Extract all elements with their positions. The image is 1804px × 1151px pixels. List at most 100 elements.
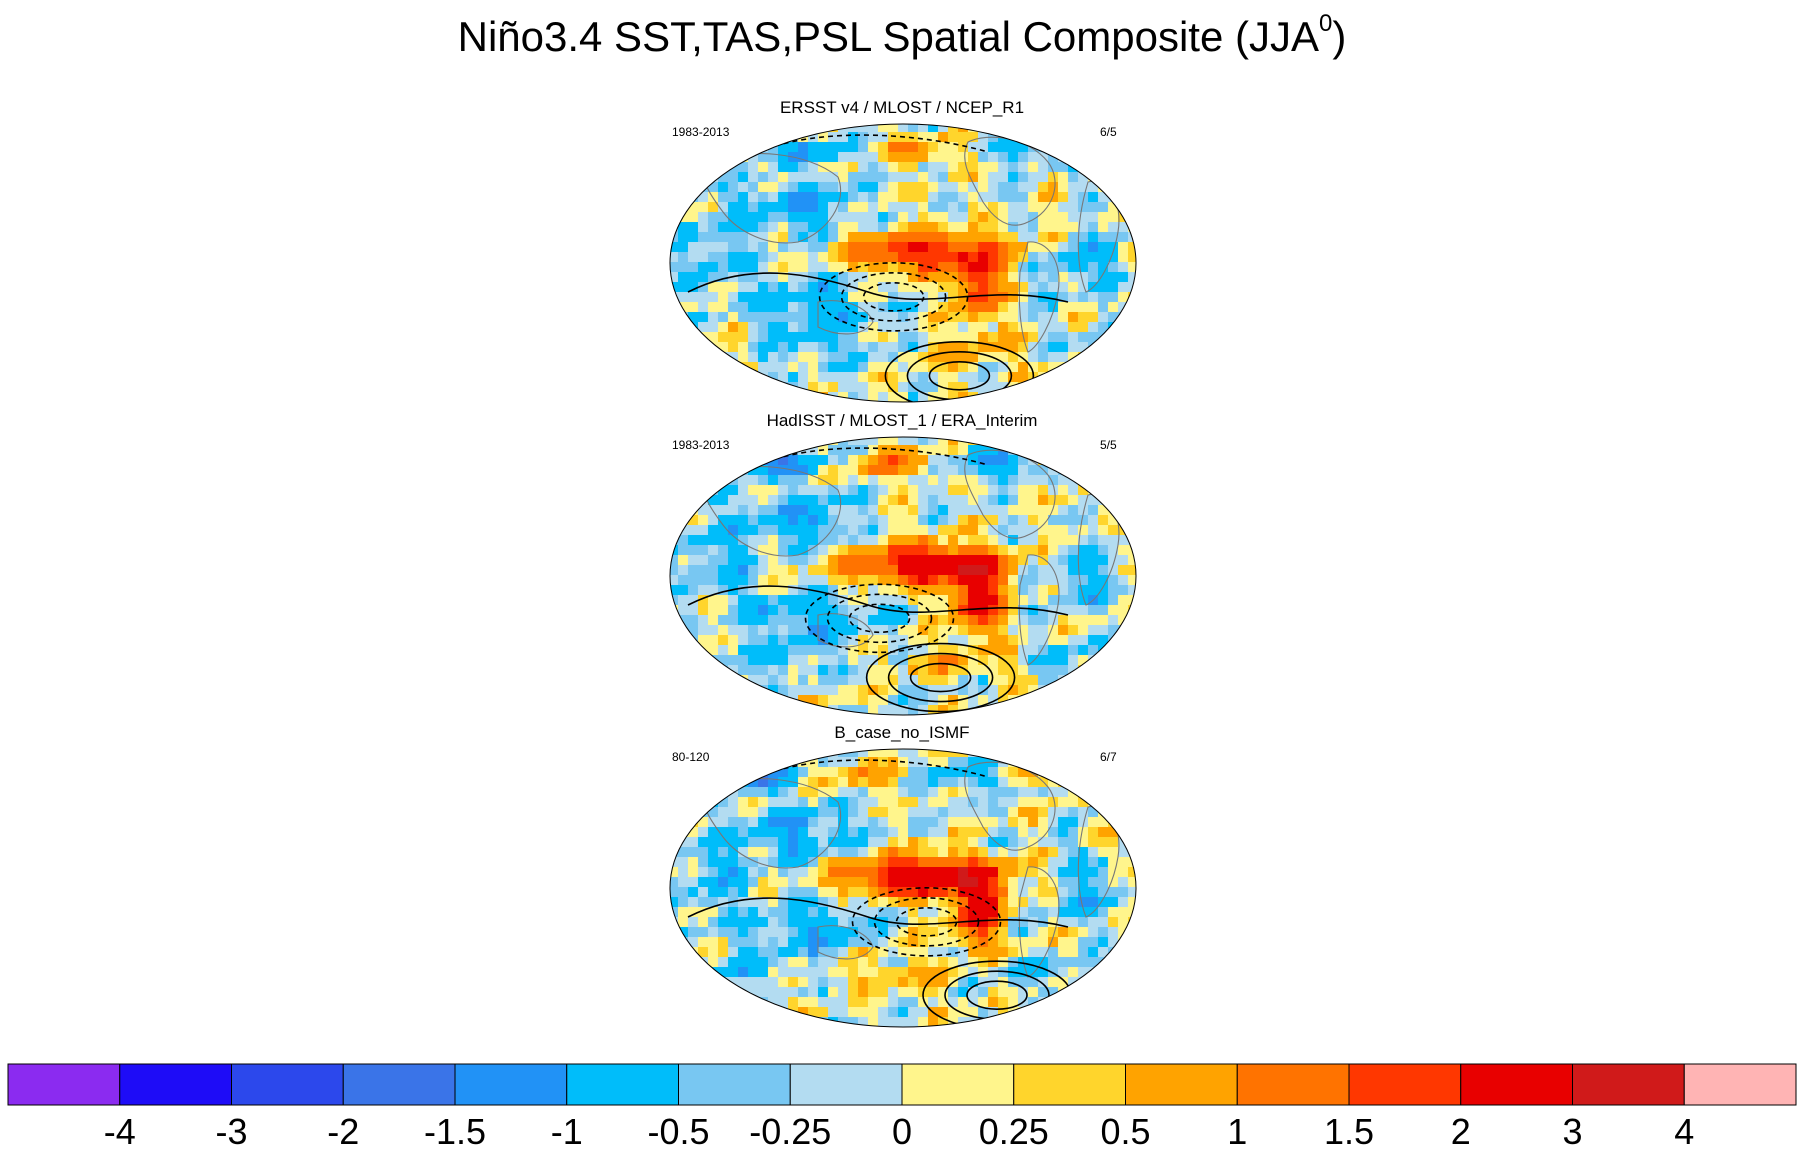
anomaly-cell [978, 917, 989, 928]
anomaly-cell [958, 867, 969, 878]
anomaly-cell [1068, 342, 1079, 353]
anomaly-cell [678, 947, 689, 958]
anomaly-cell [828, 555, 839, 566]
anomaly-cell [678, 342, 689, 353]
anomaly-cell [888, 837, 899, 848]
anomaly-cell [688, 212, 699, 223]
anomaly-cell [1008, 124, 1019, 133]
anomaly-cell [688, 917, 699, 928]
anomaly-cell [988, 172, 999, 183]
anomaly-cell [958, 182, 969, 193]
anomaly-cell [958, 332, 969, 343]
anomaly-cell [958, 505, 969, 516]
anomaly-cell [1108, 132, 1119, 143]
anomaly-cell [878, 535, 889, 546]
anomaly-cell [978, 352, 989, 363]
anomaly-cell [1098, 565, 1109, 576]
anomaly-cell [1098, 595, 1109, 606]
anomaly-cell [708, 212, 719, 223]
anomaly-cell [1018, 262, 1029, 273]
anomaly-cell [698, 817, 709, 828]
anomaly-cell [898, 625, 909, 636]
anomaly-cell [718, 222, 729, 233]
anomaly-cell [828, 152, 839, 163]
anomaly-cell [828, 575, 839, 586]
anomaly-cell [1038, 302, 1049, 313]
anomaly-cell [778, 817, 789, 828]
anomaly-cell [898, 575, 909, 586]
anomaly-cell [1008, 262, 1019, 273]
anomaly-cell [998, 545, 1009, 556]
anomaly-cell [858, 142, 869, 153]
anomaly-cell [1128, 272, 1136, 283]
anomaly-cell [958, 575, 969, 586]
anomaly-cell [868, 455, 879, 466]
anomaly-cell [718, 927, 729, 938]
anomaly-cell [698, 977, 709, 988]
anomaly-cell [828, 675, 839, 686]
anomaly-cell [928, 312, 939, 323]
anomaly-cell [838, 695, 849, 706]
anomaly-cell [1128, 322, 1136, 333]
anomaly-cell [828, 162, 839, 173]
anomaly-cell [728, 322, 739, 333]
anomaly-cell [958, 757, 969, 768]
anomaly-cell [1098, 292, 1109, 303]
anomaly-cell [928, 262, 939, 273]
anomaly-cell [788, 575, 799, 586]
anomaly-cell [968, 342, 979, 353]
anomaly-cell [968, 827, 979, 838]
anomaly-cell [908, 292, 919, 303]
anomaly-cell [738, 645, 749, 656]
anomaly-cell [828, 757, 839, 768]
anomaly-cell [1078, 907, 1089, 918]
colorbar-tick-label: -1 [551, 1111, 583, 1151]
anomaly-cell [738, 797, 749, 808]
anomaly-cell [1118, 372, 1129, 383]
anomaly-cell [778, 545, 789, 556]
anomaly-cell [670, 937, 679, 948]
anomaly-cell [1018, 927, 1029, 938]
anomaly-cell [1098, 282, 1109, 293]
anomaly-cell [698, 475, 709, 486]
anomaly-cell [928, 757, 939, 768]
anomaly-cell [948, 857, 959, 868]
anomaly-cell [698, 252, 709, 263]
anomaly-cell [1118, 555, 1129, 566]
anomaly-cell [728, 877, 739, 888]
anomaly-cell [1038, 555, 1049, 566]
anomaly-cell [1078, 777, 1089, 788]
anomaly-cell [1068, 332, 1079, 343]
anomaly-cell [1028, 1017, 1039, 1027]
anomaly-cell [868, 162, 879, 173]
anomaly-cell [768, 262, 779, 273]
anomaly-cell [978, 272, 989, 283]
anomaly-cell [898, 505, 909, 516]
anomaly-cell [958, 655, 969, 666]
anomaly-cell [738, 605, 749, 616]
anomaly-cell [948, 182, 959, 193]
anomaly-cell [718, 605, 729, 616]
anomaly-cell [978, 372, 989, 383]
anomaly-cell [888, 867, 899, 878]
anomaly-cell [1048, 827, 1059, 838]
anomaly-cell [688, 545, 699, 556]
anomaly-cell [908, 1007, 919, 1018]
anomaly-cell [708, 877, 719, 888]
anomaly-cell [768, 675, 779, 686]
anomaly-cell [718, 777, 729, 788]
anomaly-cell [1008, 705, 1019, 715]
anomaly-cell [788, 182, 799, 193]
anomaly-cell [818, 655, 829, 666]
anomaly-cell [708, 322, 719, 333]
anomaly-cell [958, 1027, 969, 1038]
anomaly-cell [858, 685, 869, 696]
anomaly-cell [778, 322, 789, 333]
anomaly-cell [708, 947, 719, 958]
anomaly-cell [818, 182, 829, 193]
anomaly-cell [968, 1017, 979, 1027]
anomaly-cell [1118, 917, 1129, 928]
anomaly-cell [888, 565, 899, 576]
anomaly-cell [678, 615, 689, 626]
anomaly-cell [778, 362, 789, 373]
